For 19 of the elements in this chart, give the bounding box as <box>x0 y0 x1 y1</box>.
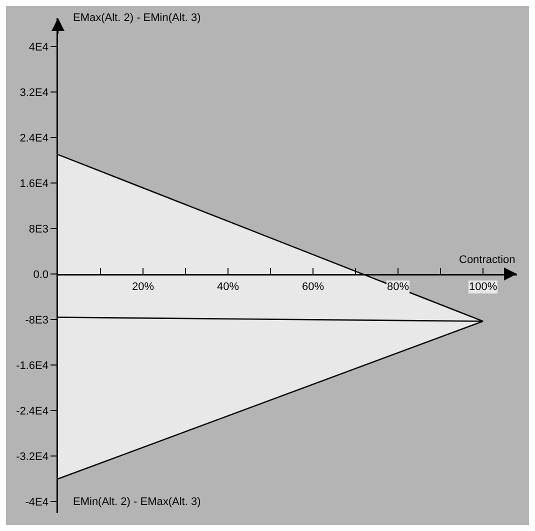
y-tick-label: 1.6E4 <box>20 178 48 190</box>
annotation: EMin(Alt. 2) - EMax(Alt. 3) <box>73 496 201 508</box>
y-tick-label: 0.0 <box>33 268 48 281</box>
y-tick-label: 3.2E4 <box>20 86 48 99</box>
y-tick-label: 8E3 <box>28 223 48 236</box>
y-tick-label: -3.2E4 <box>16 450 48 463</box>
x-tick-label: 60% <box>302 281 324 293</box>
y-axis-title: EMax(Alt. 2) - EMin(Alt. 3) <box>73 12 201 24</box>
y-tick-label: -8E3 <box>25 314 48 326</box>
x-tick-label: 80% <box>387 281 410 293</box>
y-tick-label: 2.4E4 <box>20 132 48 144</box>
x-tick-label: 40% <box>217 281 240 293</box>
y-tick-label: 4E4 <box>28 41 48 54</box>
x-tick-label: 100% <box>469 281 498 293</box>
x-axis-title: Contraction <box>459 254 516 266</box>
y-tick-label: -2.4E4 <box>16 405 48 418</box>
y-tick-label: -4E4 <box>25 496 48 508</box>
y-tick-label: -1.6E4 <box>16 360 48 372</box>
x-tick-label: 20% <box>132 281 154 293</box>
